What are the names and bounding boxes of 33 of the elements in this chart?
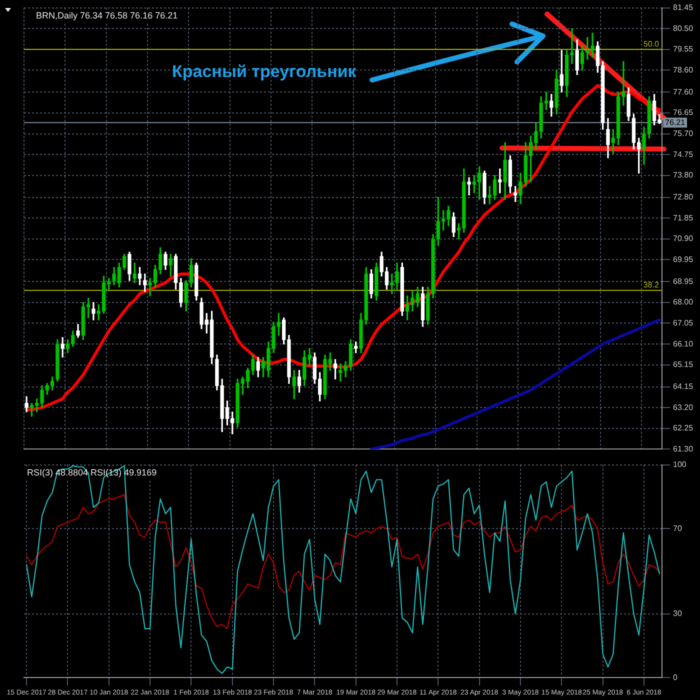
y-tick-label: 69.95	[673, 254, 694, 264]
annotation: 38.2	[643, 280, 660, 290]
y-tick-label: 100	[673, 460, 687, 470]
y-tick-label: 79.55	[673, 44, 694, 54]
y-tick-label: 63.20	[673, 402, 694, 412]
candlestick	[467, 177, 471, 196]
y-tick-label: 62.25	[673, 424, 694, 433]
chart-title: BRN,Daily 76.34 76.58 76.16 76.21	[36, 10, 178, 20]
y-tick-label: 80.50	[673, 24, 694, 33]
candlestick	[498, 168, 502, 194]
ref-line-label: 76.21	[665, 118, 686, 127]
y-tick-label: 66.10	[673, 339, 694, 348]
y-tick-label: 0	[673, 672, 678, 682]
y-tick-label: 70	[673, 524, 682, 533]
y-tick-label: 64.15	[673, 382, 694, 391]
annotation: 50.0	[643, 40, 660, 49]
y-tick-label: 70.90	[673, 234, 694, 244]
y-tick-label: 74.75	[673, 150, 694, 159]
y-tick-label: 68.95	[673, 276, 694, 286]
y-tick-label: 71.85	[673, 213, 694, 222]
y-tick-label: 65.15	[673, 360, 694, 370]
y-tick-label: 75.70	[673, 128, 694, 138]
y-tick-label: 67.05	[673, 318, 694, 328]
y-tick-label: 68.00	[673, 298, 694, 307]
y-tick-label: 78.60	[673, 65, 694, 74]
annotation: Красный треугольник	[172, 62, 356, 82]
y-tick-label: 77.60	[673, 87, 694, 96]
y-tick-label: 30	[673, 608, 682, 618]
y-tick-label: 61.30	[673, 444, 694, 454]
y-tick-label: 72.80	[673, 192, 694, 202]
y-tick-label: 76.65	[673, 108, 694, 118]
y-tick-label: 81.45	[673, 3, 694, 12]
y-tick-label: 73.80	[673, 170, 694, 180]
